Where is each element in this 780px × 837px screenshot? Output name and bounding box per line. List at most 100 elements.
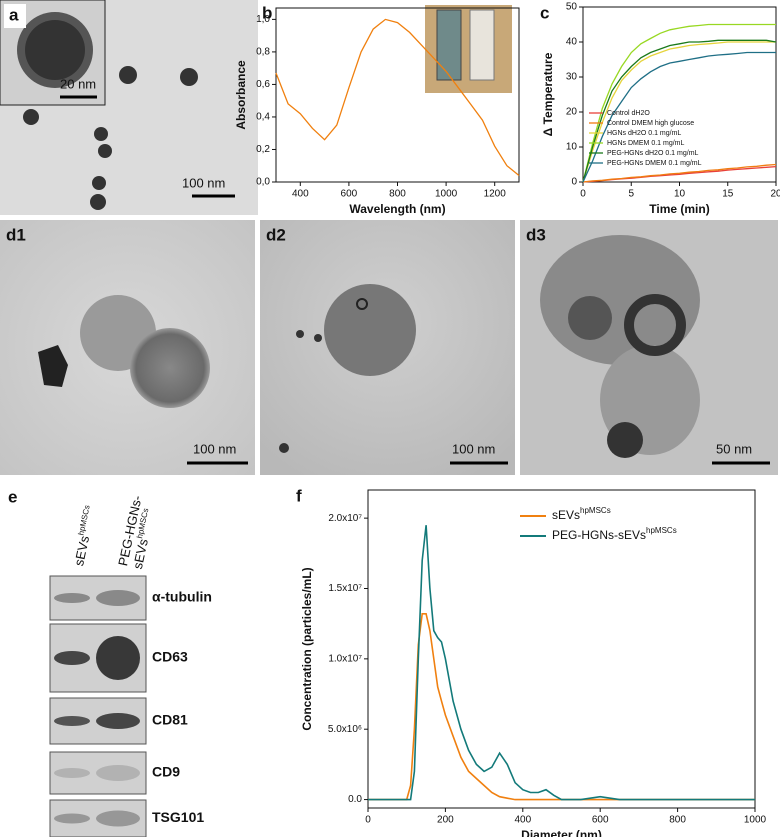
panel-label: f xyxy=(296,486,302,505)
x-axis-title: Diameter (nm) xyxy=(521,828,602,837)
y-tick-label: 0,6 xyxy=(256,79,270,90)
y-tick-label: 50 xyxy=(566,2,578,13)
y-axis-title: Absorbance xyxy=(234,60,248,130)
panel-label: c xyxy=(540,3,549,22)
lane-label-sup: hpMSCs xyxy=(77,504,92,536)
y-tick-label: 1.5x10⁷ xyxy=(328,583,362,594)
y-tick-label: 1.0x10⁷ xyxy=(328,653,362,664)
x-tick-label: 800 xyxy=(389,189,406,200)
western-blot: e sEVshpMSCs PEG-HGNs-sEVshpMSCsα-tubulin… xyxy=(8,487,212,837)
band xyxy=(54,716,90,726)
panel-label: d3 xyxy=(526,225,546,244)
band-label: CD81 xyxy=(152,712,188,728)
data-line xyxy=(582,41,776,183)
scale-label: 20 nm xyxy=(60,76,96,91)
band xyxy=(96,765,140,781)
panel-label: d1 xyxy=(6,225,26,244)
x-tick-label: 400 xyxy=(514,815,531,826)
data-line xyxy=(582,51,776,183)
plot-frame xyxy=(367,489,756,809)
y-tick-label: 0 xyxy=(571,177,577,188)
x-tick-label: 1200 xyxy=(484,189,507,200)
data-line xyxy=(275,18,520,177)
x-tick-label: 5 xyxy=(628,189,634,200)
panel-label: b xyxy=(262,3,272,22)
legend-label: sEVshpMSCs xyxy=(552,506,611,522)
x-tick-label: 800 xyxy=(669,815,686,826)
legend-label: HGNs dH2O 0.1 mg/mL xyxy=(607,130,681,137)
y-tick-label: 0,4 xyxy=(256,112,270,123)
x-tick-label: 600 xyxy=(592,815,609,826)
x-tick-label: 600 xyxy=(341,189,358,200)
y-tick-label: 0,0 xyxy=(256,177,270,188)
legend-sup: hpMSCs xyxy=(580,506,611,515)
micrograph-d1: 100 nm d1 xyxy=(0,220,255,475)
y-tick-label: 5.0x10⁶ xyxy=(328,724,362,735)
x-tick-label: 1000 xyxy=(744,815,767,826)
legend-label: HGNs DMEM 0.1 mg/mL xyxy=(607,140,685,147)
y-axis-title: Concentration (particles/mL) xyxy=(300,567,314,730)
micrograph-d3: 50 nm d3 xyxy=(520,220,778,475)
band-label: α-tubulin xyxy=(152,589,212,605)
legend-label: PEG-HGNs DMEM 0.1 mg/mL xyxy=(607,160,702,167)
x-tick-label: 0 xyxy=(365,815,371,826)
y-tick-label: 1,0 xyxy=(256,14,270,25)
lane-label: sEVshpMSCs xyxy=(70,504,99,567)
legend-label: PEG-HGNs dH2O 0.1 mg/mL xyxy=(607,150,699,157)
x-tick-label: 20 xyxy=(770,189,780,200)
scale-label: 100 nm xyxy=(182,175,225,190)
band xyxy=(54,768,90,778)
legend-label: PEG-HGNs-sEVshpMSCs xyxy=(552,526,677,542)
panel-label: a xyxy=(9,5,19,24)
legend-sup: hpMSCs xyxy=(646,526,677,535)
data-line xyxy=(368,525,755,801)
band xyxy=(96,636,140,680)
legend-label: Control dH2O xyxy=(607,110,650,117)
band-label: TSG101 xyxy=(152,809,204,825)
band xyxy=(96,810,140,827)
band-label: CD63 xyxy=(152,649,188,665)
cuvette-photo xyxy=(425,5,512,93)
legend-name: sEVs xyxy=(552,508,580,522)
micrograph-d2: 100 nm d2 xyxy=(260,220,515,475)
band xyxy=(96,713,140,729)
band-label: CD9 xyxy=(152,764,180,780)
scale-label: 50 nm xyxy=(716,441,752,456)
scale-label: 100 nm xyxy=(452,441,495,456)
lane-label-line: sEVs xyxy=(130,537,151,570)
y-tick-label: 2.0x10⁷ xyxy=(328,513,362,524)
y-tick-label: 30 xyxy=(566,72,578,83)
x-tick-label: 400 xyxy=(292,189,309,200)
y-tick-label: 0.0 xyxy=(348,794,362,805)
lane-label-line: sEVs xyxy=(72,534,93,567)
y-tick-label: 40 xyxy=(566,37,578,48)
band xyxy=(96,590,140,606)
y-tick-label: 20 xyxy=(566,107,578,118)
lane-label: PEG-HGNs-sEVshpMSCs xyxy=(116,494,160,570)
band xyxy=(54,813,90,824)
panel-label: e xyxy=(8,487,17,506)
x-tick-label: 10 xyxy=(674,189,686,200)
legend-name: PEG-HGNs-sEVs xyxy=(552,528,646,542)
data-line xyxy=(582,23,776,183)
x-tick-label: 200 xyxy=(437,815,454,826)
x-tick-label: 15 xyxy=(722,189,734,200)
y-tick-label: 0,8 xyxy=(256,47,270,58)
legend-label: Control DMEM high glucose xyxy=(607,120,694,127)
y-tick-label: 0,2 xyxy=(256,144,270,155)
x-axis-title: Time (min) xyxy=(649,202,709,216)
y-tick-label: 10 xyxy=(566,142,578,153)
x-axis-title: Wavelength (nm) xyxy=(349,202,445,216)
y-axis-title: Δ Temperature xyxy=(541,52,555,136)
data-line xyxy=(368,612,755,801)
band xyxy=(54,593,90,603)
x-tick-label: 1000 xyxy=(435,189,458,200)
data-line xyxy=(582,163,777,183)
x-tick-label: 0 xyxy=(580,189,586,200)
panel-label: d2 xyxy=(266,225,286,244)
scale-label: 100 nm xyxy=(193,441,236,456)
micrograph-a: 20 nm 100 nm a xyxy=(0,0,258,215)
band xyxy=(54,651,90,665)
data-line xyxy=(582,39,777,183)
